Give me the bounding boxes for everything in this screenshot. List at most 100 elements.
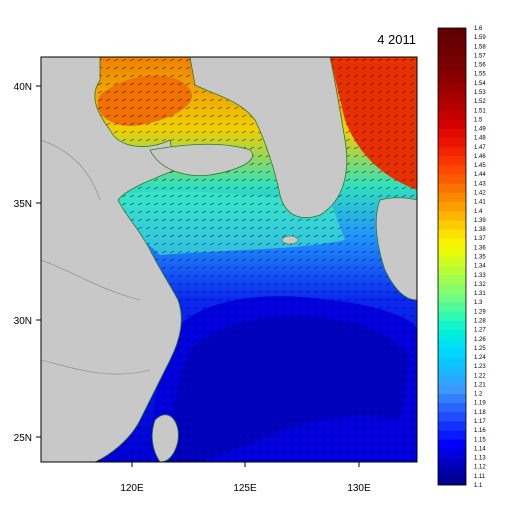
colorbar-label: 1.6 bbox=[474, 26, 483, 32]
colorbar-label: 1.46 bbox=[474, 154, 486, 160]
plot-frame bbox=[40, 56, 418, 463]
colorbar-bin bbox=[438, 46, 466, 56]
x-tick-label: 125E bbox=[233, 483, 257, 494]
province-borders bbox=[41, 139, 151, 375]
colorbar-bin bbox=[438, 411, 466, 422]
colorbar-label: 1.43 bbox=[474, 181, 486, 187]
colorbar-bin bbox=[438, 155, 466, 166]
colorbar-label: 1.26 bbox=[474, 337, 486, 343]
colorbar-bin bbox=[438, 329, 466, 340]
colorbar-label: 1.13 bbox=[474, 456, 486, 462]
colorbar-bin bbox=[438, 357, 466, 367]
colorbar-bin bbox=[438, 247, 466, 257]
colorbar-bin bbox=[438, 37, 466, 47]
colorbar-bin bbox=[438, 274, 466, 285]
colorbar-bin bbox=[438, 192, 466, 202]
colorbar-bin bbox=[438, 293, 466, 303]
colorbar-bin bbox=[438, 256, 466, 266]
plot-title: 4 2011 bbox=[377, 32, 416, 47]
colorbar-label: 1.36 bbox=[474, 245, 486, 251]
colorbar-bin bbox=[438, 229, 466, 239]
colorbar-frame bbox=[437, 27, 467, 486]
colorbar-label: 1.55 bbox=[474, 72, 486, 78]
colorbar-label: 1.33 bbox=[474, 273, 486, 279]
colorbar-label: 1.25 bbox=[474, 346, 486, 352]
shandong-peninsula bbox=[149, 143, 253, 176]
x-tick-label: 120E bbox=[120, 483, 144, 494]
colorbar-bin bbox=[438, 119, 466, 129]
colorbar-label: 1.37 bbox=[474, 236, 486, 242]
colorbar-label: 1.1 bbox=[474, 483, 483, 489]
y-tick-label: 40N bbox=[14, 82, 32, 93]
colorbar-bin bbox=[438, 448, 466, 458]
colorbar-bin bbox=[438, 137, 466, 148]
colorbar-bin bbox=[438, 64, 466, 74]
colorbar-label: 1.56 bbox=[474, 63, 486, 69]
colorbar-bin bbox=[438, 101, 466, 111]
colorbar-label: 1.51 bbox=[474, 108, 486, 114]
colorbar-label: 1.48 bbox=[474, 136, 486, 142]
colorbar-bin bbox=[438, 402, 466, 413]
colorbar-label: 1.22 bbox=[474, 373, 486, 379]
colorbar-label: 1.41 bbox=[474, 200, 486, 206]
colorbar-label: 1.2 bbox=[474, 392, 483, 398]
colorbar-bin bbox=[438, 283, 466, 294]
colorbar-bin bbox=[438, 302, 466, 312]
colorbar-label: 1.12 bbox=[474, 465, 486, 471]
colorbar-label: 1.17 bbox=[474, 419, 486, 425]
colorbar-bin bbox=[438, 375, 466, 385]
colorbar-bin bbox=[438, 238, 466, 248]
colorbar-label: 1.42 bbox=[474, 191, 486, 197]
colorbar-bin bbox=[438, 82, 466, 93]
colorbar-bin bbox=[438, 384, 466, 394]
colorbar-label: 1.14 bbox=[474, 446, 486, 452]
colorbar-label: 1.3 bbox=[474, 300, 483, 306]
colorbar-label: 1.4 bbox=[474, 209, 483, 215]
china-mainland bbox=[41, 57, 182, 462]
korean-peninsula bbox=[189, 57, 348, 219]
y-tick-label: 30N bbox=[14, 316, 32, 327]
colorbar-label: 1.59 bbox=[474, 35, 486, 41]
colorbar-bin bbox=[438, 91, 466, 102]
colorbar-label: 1.28 bbox=[474, 318, 486, 324]
colorbar-label: 1.54 bbox=[474, 81, 486, 87]
colorbar-bin bbox=[438, 430, 466, 440]
colorbar-label: 1.45 bbox=[474, 163, 486, 169]
colorbar-bin bbox=[438, 338, 466, 349]
colorbar-bin bbox=[438, 73, 466, 84]
colorbar-bin bbox=[438, 393, 466, 404]
colorbar-bin bbox=[438, 128, 466, 138]
colorbar-label: 1.38 bbox=[474, 227, 486, 233]
colorbar-bin bbox=[438, 183, 466, 193]
jeju-island bbox=[281, 235, 299, 245]
colorbar-bin bbox=[438, 165, 466, 175]
y-axis: 40N 35N 30N 25N bbox=[14, 82, 41, 444]
colorbar-bin bbox=[438, 421, 466, 431]
colorbar-label: 1.23 bbox=[474, 364, 486, 370]
x-axis: 120E 125E 130E bbox=[120, 462, 371, 494]
colorbar-bin bbox=[438, 457, 466, 468]
colorbar-bin bbox=[438, 110, 466, 120]
colorbar-label: 1.35 bbox=[474, 255, 486, 261]
colorbar: 1.1 1.11 1.12 1.13 1.14 1.15 1.16 1.17 1.18 1.19 1… bbox=[437, 26, 486, 489]
colorbar-bin bbox=[438, 174, 466, 184]
colorbar-bin bbox=[438, 201, 466, 212]
colorbar-label: 1.58 bbox=[474, 44, 486, 50]
colorbar-label: 1.34 bbox=[474, 264, 486, 270]
colorbar-label: 1.32 bbox=[474, 282, 486, 288]
colorbar-label: 1.5 bbox=[474, 117, 483, 123]
colorbar-label: 1.47 bbox=[474, 145, 486, 151]
colorbar-bin bbox=[438, 219, 466, 230]
colorbar-label: 1.18 bbox=[474, 410, 486, 416]
x-tick-label: 130E bbox=[347, 483, 371, 494]
colorbar-bin bbox=[438, 55, 466, 65]
colorbar-bin bbox=[438, 146, 466, 157]
colorbar-bin bbox=[438, 320, 466, 330]
colorbar-label: 1.24 bbox=[474, 355, 486, 361]
colorbar-label: 1.49 bbox=[474, 127, 486, 133]
colorbar-label: 1.39 bbox=[474, 218, 486, 224]
y-tick-label: 35N bbox=[14, 199, 32, 210]
y-tick-label: 25N bbox=[14, 433, 32, 444]
colorbar-label: 1.19 bbox=[474, 401, 486, 407]
